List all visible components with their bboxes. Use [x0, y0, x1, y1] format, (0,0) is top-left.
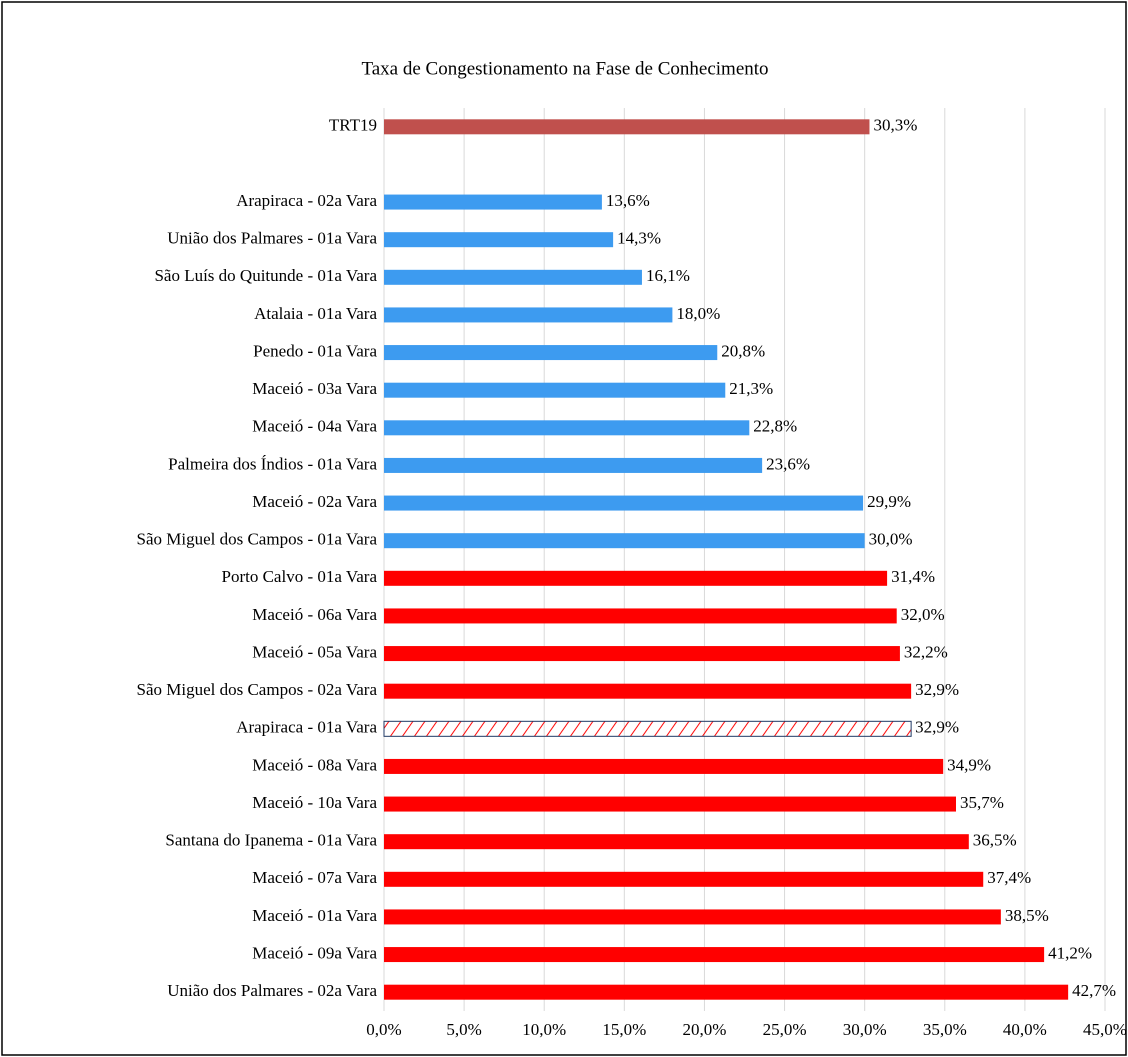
y-tick-label: Santana do Ipanema - 01a Vara [165, 831, 377, 850]
bar [384, 345, 718, 361]
y-tick-label: Penedo - 01a Vara [253, 341, 377, 360]
bar [384, 871, 984, 887]
bar [384, 232, 614, 248]
y-tick-label: União dos Palmares - 01a Vara [167, 229, 377, 248]
y-tick-label: Maceió - 07a Vara [252, 868, 377, 887]
bar [384, 269, 642, 285]
bar [383, 720, 912, 737]
y-tick-label: Atalaia - 01a Vara [254, 304, 377, 323]
data-label: 32,9% [915, 680, 959, 699]
data-label: 36,5% [973, 831, 1017, 850]
bar [384, 909, 1001, 925]
y-tick-label: Palmeira dos Índios - 01a Vara [168, 454, 377, 473]
data-label: 22,8% [753, 417, 797, 436]
x-tick-label: 45,0% [1083, 1020, 1127, 1039]
data-label: 31,4% [891, 567, 935, 586]
data-label: 30,0% [869, 530, 913, 549]
data-label: 18,0% [676, 304, 720, 323]
bar [384, 758, 944, 774]
y-tick-label: Maceió - 09a Vara [252, 943, 377, 962]
data-label: 29,9% [867, 492, 911, 511]
y-tick-label: Arapiraca - 01a Vara [236, 718, 377, 737]
y-tick-label: Maceió - 05a Vara [252, 642, 377, 661]
data-label: 32,2% [904, 642, 948, 661]
x-tick-label: 35,0% [923, 1020, 967, 1039]
y-tick-label: Porto Calvo - 01a Vara [222, 567, 378, 586]
bar [384, 683, 912, 699]
data-label: 13,6% [606, 191, 650, 210]
bar [384, 984, 1069, 1000]
x-tick-label: 0,0% [366, 1020, 401, 1039]
data-label: 16,1% [646, 266, 690, 285]
y-tick-label: Maceió - 04a Vara [252, 417, 377, 436]
y-tick-label: São Miguel dos Campos - 01a Vara [137, 530, 378, 549]
y-tick-label: União dos Palmares - 02a Vara [167, 981, 377, 1000]
data-label: 34,9% [947, 755, 991, 774]
bar [384, 495, 864, 511]
bar [384, 834, 969, 850]
y-tick-label: Maceió - 10a Vara [252, 793, 377, 812]
y-tick-label: Maceió - 03a Vara [252, 379, 377, 398]
bar [384, 608, 897, 624]
y-tick-label: TRT19 [329, 116, 377, 135]
data-label: 23,6% [766, 454, 810, 473]
x-tick-label: 5,0% [446, 1020, 481, 1039]
bar [384, 947, 1045, 963]
bar [384, 646, 900, 662]
x-tick-label: 10,0% [522, 1020, 566, 1039]
data-label: 37,4% [987, 868, 1031, 887]
y-tick-label: São Miguel dos Campos - 02a Vara [137, 680, 378, 699]
x-tick-label: 30,0% [843, 1020, 887, 1039]
data-label: 42,7% [1072, 981, 1116, 1000]
y-tick-label: Maceió - 02a Vara [252, 492, 377, 511]
bar [384, 533, 865, 549]
data-label: 14,3% [617, 229, 661, 248]
bar [384, 796, 956, 812]
bar [384, 382, 726, 398]
bar [384, 420, 750, 436]
y-tick-label: São Luís do Quitunde - 01a Vara [154, 266, 377, 285]
data-label: 30,3% [873, 116, 917, 135]
y-tick-label: Arapiraca - 02a Vara [236, 191, 377, 210]
y-tick-label: Maceió - 06a Vara [252, 605, 377, 624]
x-tick-label: 15,0% [602, 1020, 646, 1039]
data-label: 21,3% [729, 379, 773, 398]
data-label: 35,7% [960, 793, 1004, 812]
x-tick-label: 20,0% [682, 1020, 726, 1039]
bar [384, 119, 870, 135]
y-tick-label: Maceió - 08a Vara [252, 755, 377, 774]
bar [384, 194, 602, 210]
data-label: 38,5% [1005, 906, 1049, 925]
data-label: 32,0% [901, 605, 945, 624]
data-label: 41,2% [1048, 943, 1092, 962]
x-tick-label: 40,0% [1003, 1020, 1047, 1039]
bar [384, 457, 763, 473]
bar [384, 307, 673, 323]
data-label: 32,9% [915, 718, 959, 737]
chart-title: Taxa de Congestionamento na Fase de Conh… [361, 58, 768, 79]
x-tick-label: 25,0% [763, 1020, 807, 1039]
bar [384, 570, 888, 586]
y-tick-label: Maceió - 01a Vara [252, 906, 377, 925]
data-label: 20,8% [721, 341, 765, 360]
